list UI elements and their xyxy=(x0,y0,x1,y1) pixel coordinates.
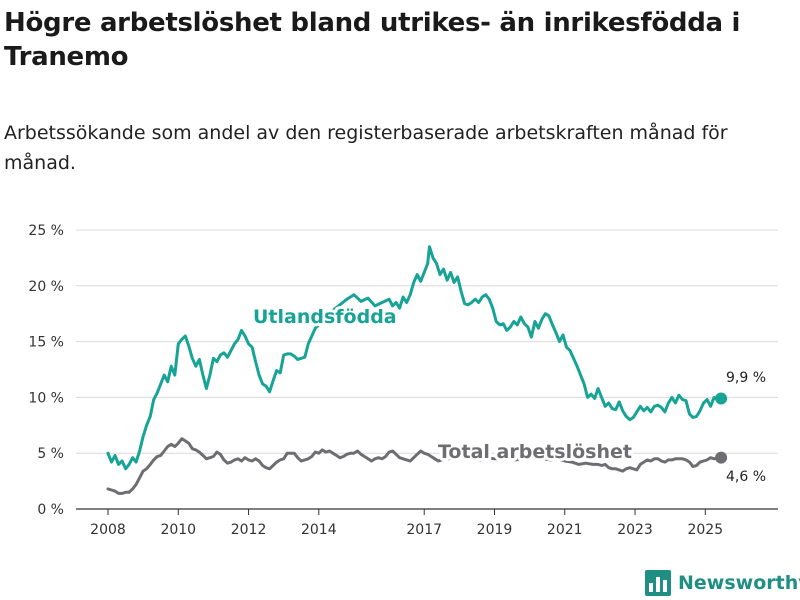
series-end-point xyxy=(715,451,728,464)
x-tick-label: 2023 xyxy=(617,522,653,538)
x-tick-label: 2021 xyxy=(547,522,583,538)
y-axis-ticks: 0 % 5 % 10 % 15 % 20 % 25 % xyxy=(28,223,64,518)
x-tick-label: 2012 xyxy=(231,522,267,538)
x-tick-label: 2019 xyxy=(477,522,513,538)
chart-subtitle: Arbetssökande som andel av den registerb… xyxy=(4,122,728,174)
series-label-utlandsfodda: Utlandsfödda xyxy=(253,306,397,328)
brand-name: Newsworthy xyxy=(678,572,800,594)
end-value-label: 4,6 % xyxy=(726,469,766,485)
y-tick-label: 25 % xyxy=(28,223,64,239)
series-line-utlandsfodda xyxy=(106,245,723,471)
series-end-point xyxy=(715,392,728,405)
x-tick-label: 2025 xyxy=(687,522,723,538)
series-label-total: Total arbetslöshet xyxy=(438,441,632,463)
x-axis: 2008 2010 2012 2014 2017 2019 2021 2023 2025 xyxy=(76,508,778,538)
y-tick-label: 20 % xyxy=(28,279,64,295)
y-tick-label: 15 % xyxy=(28,335,64,351)
y-tick-label: 0 % xyxy=(37,502,64,518)
x-tick-label: 2008 xyxy=(90,522,126,538)
series-layer xyxy=(106,245,728,495)
x-tick-label: 2010 xyxy=(160,522,196,538)
series-labels: Utlandsfödda Total arbetslöshet 9,9 % 4,6 % xyxy=(250,303,766,485)
x-tick-label: 2014 xyxy=(301,522,337,538)
end-value-label: 9,9 % xyxy=(726,370,766,386)
y-tick-label: 5 % xyxy=(37,446,64,462)
chart-title: Högre arbetslöshet bland utrikes- än inr… xyxy=(4,8,741,72)
x-tick-label: 2017 xyxy=(406,522,442,538)
series-line-total xyxy=(106,437,723,495)
y-tick-label: 10 % xyxy=(28,390,64,406)
newsworthy-logo: Newsworthy xyxy=(644,568,800,598)
bar-chart-logo-icon xyxy=(645,570,671,596)
